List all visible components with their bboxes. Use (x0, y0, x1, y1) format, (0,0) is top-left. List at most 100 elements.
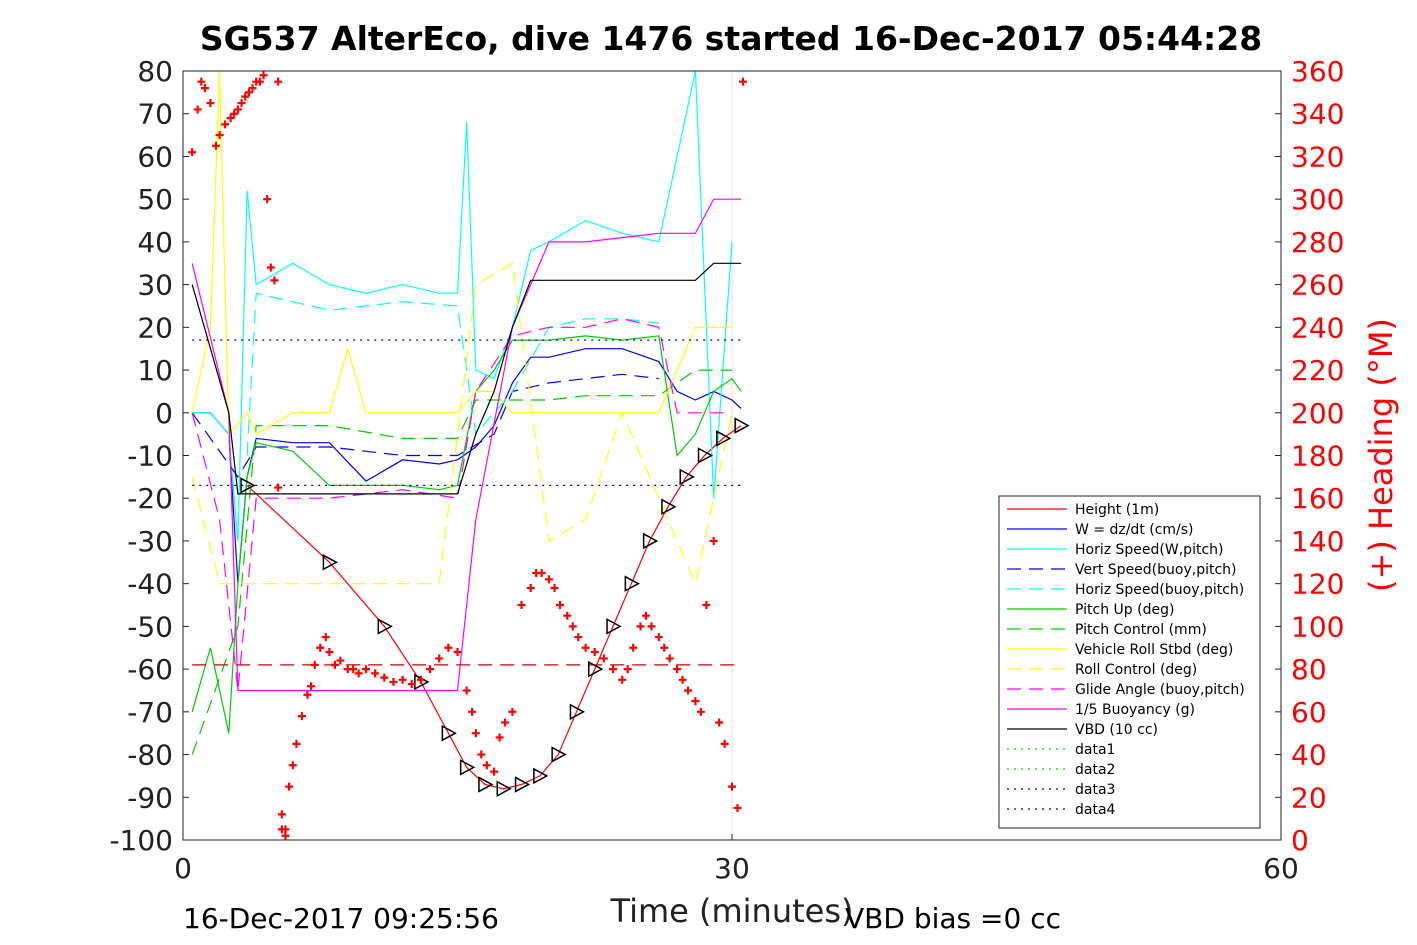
legend-entry: Vehicle Roll Stbd (deg) (1075, 642, 1233, 658)
heading-point (482, 761, 491, 770)
heading-point (292, 739, 301, 748)
heading-point (702, 601, 711, 610)
height-marker (661, 498, 677, 516)
heading-point (623, 665, 632, 674)
heading-point (574, 633, 583, 642)
heading-point (380, 673, 389, 682)
right-tick-label: 40 (1291, 739, 1327, 772)
legend: Height (1m) W = dz/dt (cm/s) Horiz Speed(W… (998, 495, 1261, 829)
legend-entry: data3 (1075, 782, 1115, 798)
right-tick-label: 280 (1291, 226, 1344, 259)
series-line-4: Horiz Speed(buoy,pitch) (246, 292, 659, 456)
right-tick-label: 200 (1291, 397, 1344, 430)
legend-entry: Horiz Speed(buoy,pitch) (1075, 582, 1244, 598)
height-marker (569, 703, 586, 721)
height-marker (734, 417, 750, 434)
heading-point (568, 622, 577, 631)
heading-point (738, 77, 747, 86)
heading-point (526, 583, 535, 592)
heading-point (389, 677, 398, 686)
x-tick-label: 30 (714, 852, 750, 885)
height-marker (441, 724, 457, 742)
heading-point (728, 782, 736, 791)
right-tick-label: 100 (1291, 610, 1344, 643)
heading-point (581, 643, 590, 652)
height-marker (642, 532, 659, 550)
height-marker (588, 660, 604, 678)
heading-point (508, 707, 517, 716)
heading-point (277, 810, 286, 819)
heading-point (274, 483, 283, 492)
heading-point (453, 648, 462, 657)
left-tick-label: -40 (127, 568, 173, 601)
heading-point (733, 803, 742, 812)
heading-point (263, 195, 272, 204)
series-line-6: Pitch Control (mm) (191, 369, 732, 755)
x-axis-ticks: 0 30 60 (174, 834, 1299, 885)
height-marker (606, 618, 622, 635)
heading-point (336, 656, 345, 665)
heading-point (641, 611, 650, 620)
heading-point (316, 643, 325, 652)
height-marker (514, 776, 531, 793)
heading-point (426, 665, 435, 674)
left-tick-label: -50 (127, 610, 173, 643)
heading-point (444, 643, 453, 652)
heading-point (221, 120, 230, 129)
left-tick-label: 30 (137, 269, 173, 302)
heading-point (517, 601, 526, 610)
right-tick-label: 340 (1291, 98, 1344, 131)
heading-point (696, 707, 705, 716)
heading-point (477, 750, 486, 759)
right-tick-label: 320 (1291, 140, 1344, 173)
heading-point (206, 99, 215, 108)
height-marker (240, 477, 256, 494)
heading-point (462, 686, 471, 695)
series-line-3: Vert Speed(buoy,pitch) (191, 373, 659, 478)
left-tick-label: -80 (127, 739, 173, 772)
heading-point (237, 99, 246, 108)
height-marker (533, 767, 549, 785)
heading-point (673, 665, 682, 674)
heading-point (490, 767, 499, 776)
legend-entry: Pitch Control (mm) (1075, 622, 1207, 638)
heading-point (197, 77, 206, 86)
right-tick-label: 240 (1291, 311, 1344, 344)
heading-point (660, 643, 669, 652)
legend-entry: Horiz Speed(W,pitch) (1075, 542, 1223, 558)
heading-point (471, 729, 480, 738)
heading-point (435, 654, 444, 663)
height-marker (377, 618, 393, 635)
left-tick-label: -10 (127, 440, 173, 473)
heading-point (647, 622, 656, 631)
heading-point (555, 601, 564, 610)
legend-entry: Vert Speed(buoy,pitch) (1075, 562, 1237, 578)
legend-entry: Glide Angle (buoy,pitch) (1075, 682, 1245, 698)
right-axis-label: (+) Heading (°M) (1362, 318, 1400, 592)
series-line-5: Pitch Up (deg) (191, 335, 742, 734)
heading-point (715, 718, 724, 727)
heading-point (274, 77, 283, 86)
heading-point (230, 109, 239, 118)
heading-point (629, 643, 638, 652)
height-marker (551, 746, 567, 763)
heading-point (310, 660, 319, 669)
left-tick-label: -60 (127, 653, 173, 686)
left-tick-label: -20 (127, 482, 173, 515)
right-tick-label: 260 (1291, 269, 1344, 302)
height-marker (679, 468, 695, 486)
left-tick-label: 80 (137, 55, 173, 88)
heading-point (416, 675, 425, 684)
series-line-9: Glide Angle (buoy,pitch) (191, 318, 732, 691)
left-axis-ticks: 80 70 60 50 40 30 20 10 0 -10 -20 -30 -40 -50 -60 -70 -8… (109, 55, 189, 857)
right-tick-label: 20 (1291, 781, 1327, 814)
heading-point (537, 568, 546, 577)
heading-point (468, 707, 477, 716)
heading-point (244, 88, 253, 97)
left-tick-label: -70 (127, 696, 173, 729)
right-axis-ticks: 3603403203002802602402202001801601401201… (1275, 55, 1344, 857)
series-line-2: Horiz Speed(W,pitch) (192, 70, 733, 541)
heading-point (303, 690, 312, 699)
heading-point (215, 131, 224, 140)
heading-point (255, 77, 264, 86)
